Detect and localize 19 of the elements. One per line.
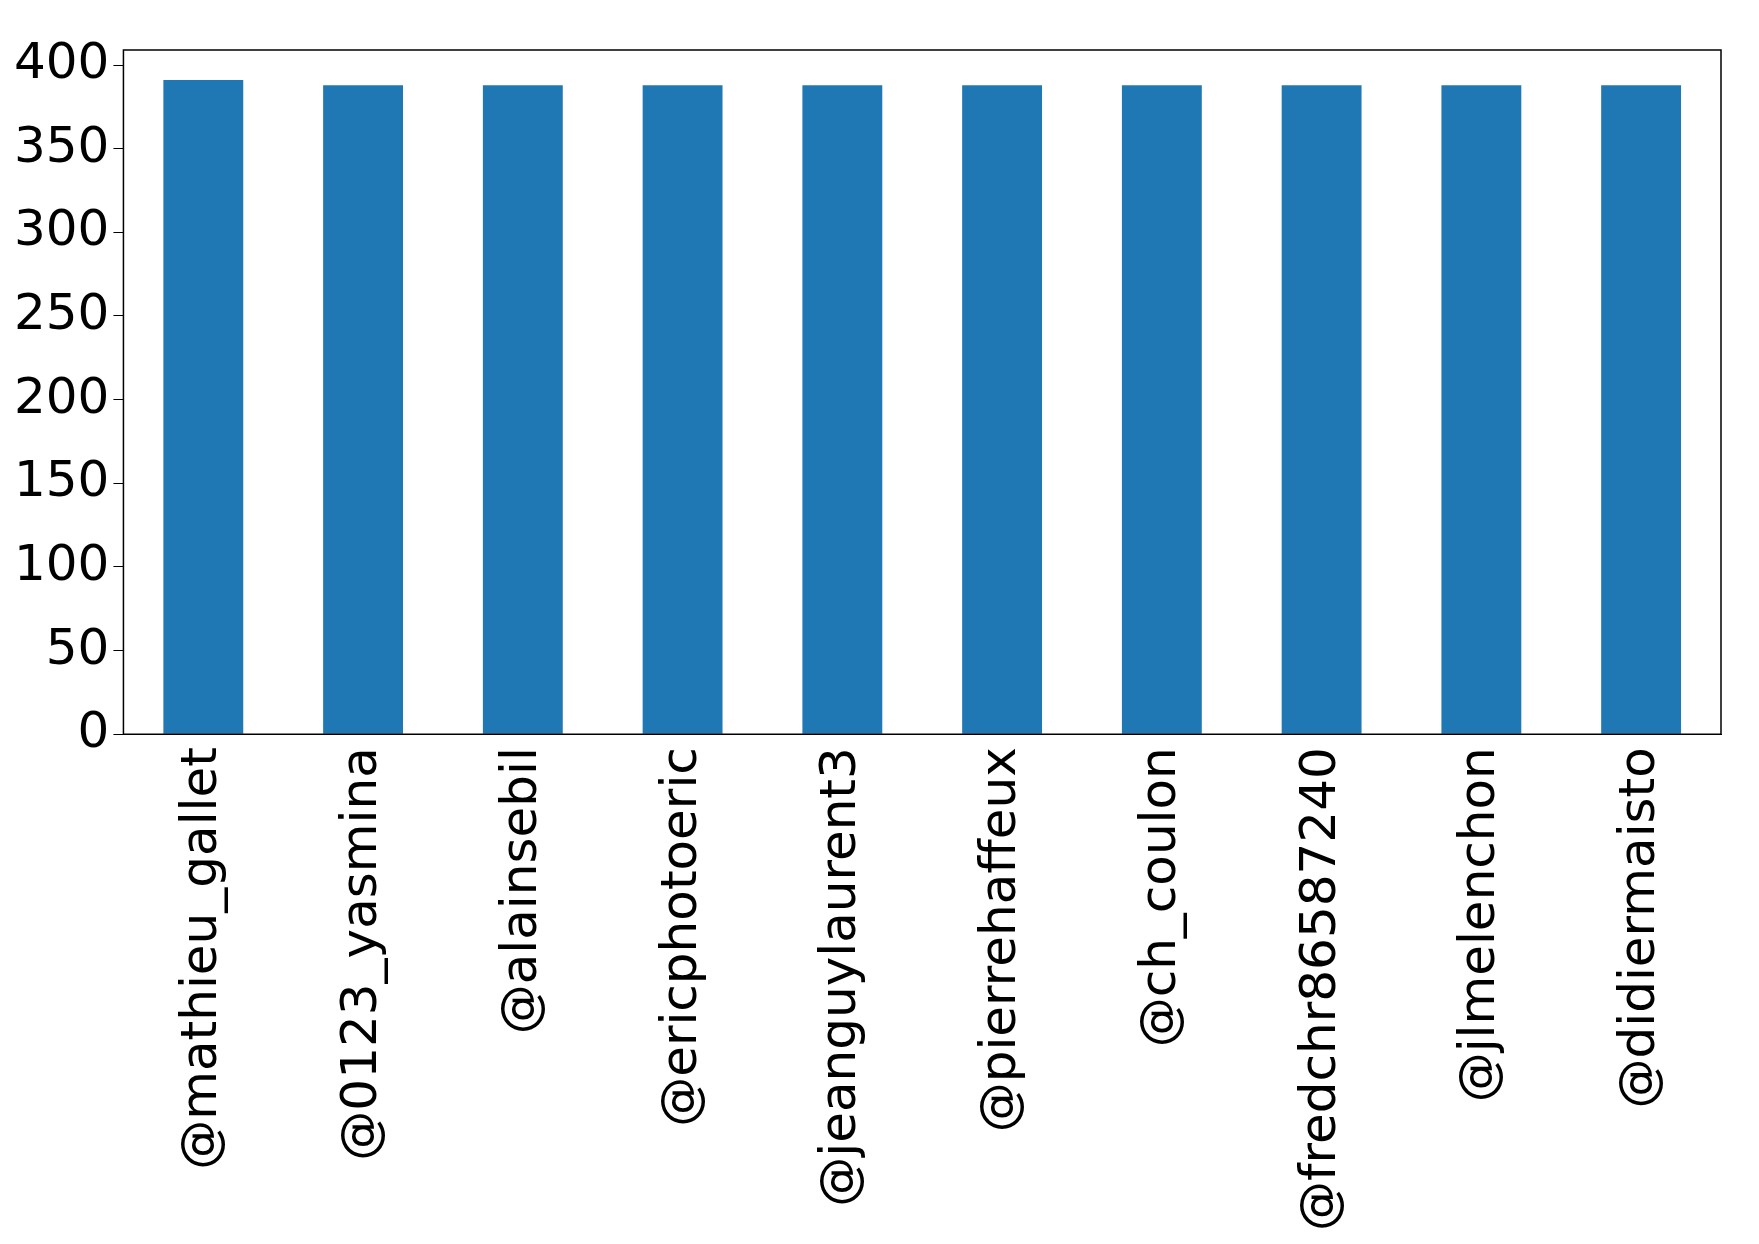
x-tick-label: @ericphotoeric — [649, 747, 708, 1127]
y-tick-label: 350 — [14, 115, 110, 174]
y-tick-label: 250 — [14, 282, 110, 341]
y-tick-label: 200 — [14, 366, 110, 425]
x-tick-label: @jlmelenchon — [1448, 747, 1507, 1103]
x-tick-label: @ch_coulon — [1128, 747, 1187, 1048]
y-tick-label: 300 — [14, 199, 110, 258]
x-tick-label: @mathieu_gallet — [170, 747, 229, 1170]
y-tick-label: 150 — [14, 450, 110, 509]
x-tick-label: @0123_yasmina — [330, 747, 389, 1161]
x-tick-label: @pierrehaffeux — [969, 747, 1028, 1133]
y-tick-label: 50 — [45, 617, 110, 676]
x-tick-label: @didiermaisto — [1608, 747, 1667, 1109]
x-tick-label: @fredchr86587240 — [1288, 747, 1347, 1232]
x-tick-label: @jeanguylaurent3 — [809, 747, 868, 1207]
y-tick-label: 100 — [14, 533, 110, 592]
x-tick-label: @alainsebil — [489, 747, 548, 1035]
y-tick-label: 0 — [77, 701, 110, 760]
y-tick-label: 400 — [14, 32, 110, 91]
